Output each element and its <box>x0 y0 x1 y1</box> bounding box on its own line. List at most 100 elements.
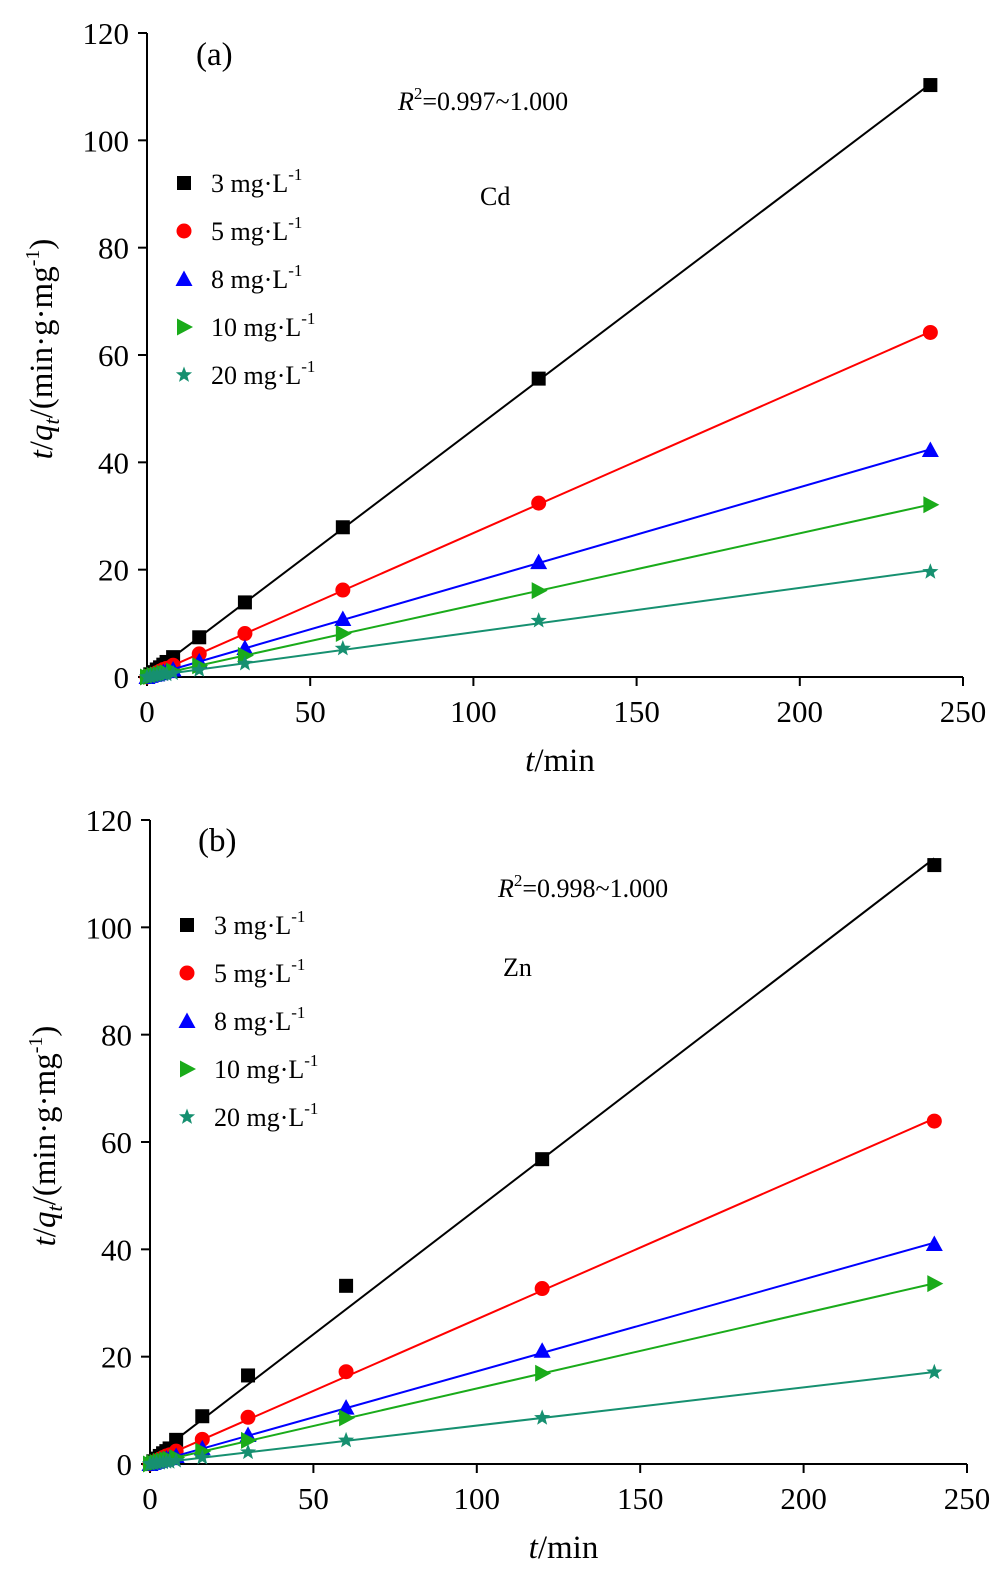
legend-marker <box>178 1108 196 1124</box>
data-point <box>236 655 253 671</box>
data-point <box>241 1431 258 1449</box>
y-tick-label: 20 <box>101 1340 132 1375</box>
data-point <box>531 582 548 600</box>
data-point <box>240 1409 256 1425</box>
legend-label: 8 mg·L-1 <box>211 261 302 294</box>
legend-marker <box>175 270 193 286</box>
data-point <box>922 563 939 579</box>
x-tick-label: 50 <box>295 694 326 729</box>
y-tick-label: 0 <box>117 1447 133 1482</box>
data-point <box>335 582 351 598</box>
data-point <box>237 626 253 642</box>
panel-label: (a) <box>196 37 233 73</box>
data-point <box>927 858 942 873</box>
legend-label: 20 mg·L-1 <box>214 1099 318 1132</box>
legend-marker <box>175 366 193 382</box>
x-tick-label: 150 <box>613 694 660 729</box>
y-tick-label: 80 <box>98 231 129 266</box>
data-point <box>530 612 547 628</box>
y-tick-label: 100 <box>83 123 130 158</box>
x-tick-label: 200 <box>777 694 824 729</box>
y-tick-label: 120 <box>86 803 133 838</box>
y-tick-label: 40 <box>98 445 129 480</box>
data-point <box>534 1281 550 1297</box>
x-tick-label: 0 <box>142 1481 158 1516</box>
legend-label: 5 mg·L-1 <box>214 955 305 988</box>
data-point <box>927 1275 944 1293</box>
legend-label: 3 mg·L-1 <box>214 907 305 940</box>
data-point <box>194 1431 210 1447</box>
data-point <box>194 1449 211 1465</box>
legend-label: 20 mg·L-1 <box>211 357 315 390</box>
x-tick-label: 150 <box>617 1481 664 1516</box>
y-tick-label: 80 <box>101 1018 132 1053</box>
y-tick-label: 120 <box>83 16 130 51</box>
data-point <box>531 495 547 511</box>
legend-label: 8 mg·L-1 <box>214 1003 305 1036</box>
data-point <box>335 520 350 535</box>
legend-marker <box>176 223 192 239</box>
y-axis-title: t/qt/(min·g·mg-1) <box>25 1026 67 1247</box>
series-4 <box>141 1363 943 1471</box>
data-point <box>338 1364 354 1380</box>
series-0 <box>143 857 942 1471</box>
x-axis-title: t/min <box>525 743 595 779</box>
legend-marker <box>179 965 195 981</box>
data-point <box>161 1453 178 1469</box>
y-tick-label: 60 <box>101 1125 132 1160</box>
data-point <box>168 1452 185 1468</box>
legend-label: 5 mg·L-1 <box>211 213 302 246</box>
data-point <box>535 1152 550 1167</box>
x-tick-label: 100 <box>454 1481 501 1516</box>
legend-marker <box>177 176 191 190</box>
y-tick-label: 20 <box>98 553 129 588</box>
data-point <box>169 1432 184 1447</box>
data-point <box>239 1443 257 1460</box>
panel-label: (b) <box>198 823 236 859</box>
data-point <box>192 630 207 645</box>
x-tick-label: 200 <box>780 1481 827 1516</box>
x-tick-label: 0 <box>139 694 155 729</box>
data-point <box>922 324 938 340</box>
legend-marker <box>177 318 193 336</box>
legend: 3 mg·L-1 5 mg·L-1 8 mg·L-1 10 mg·L-1 20 mg·L… <box>178 907 318 1132</box>
data-point <box>334 640 351 656</box>
y-tick-label: 60 <box>98 338 129 373</box>
x-tick-label: 100 <box>450 694 497 729</box>
y-axis-title: t/qt/(min·g·mg-1) <box>22 239 64 460</box>
data-point <box>195 1409 210 1424</box>
legend-label: 10 mg·L-1 <box>211 309 315 342</box>
data-point <box>339 1278 354 1293</box>
y-tick-label: 0 <box>114 660 130 695</box>
data-point <box>335 625 352 643</box>
metal-label: Zn <box>503 953 532 982</box>
x-axis-title: t/min <box>529 1530 599 1566</box>
legend-marker <box>180 1060 196 1078</box>
legend-marker <box>180 918 194 932</box>
data-point <box>925 1235 943 1251</box>
data-point <box>921 441 939 457</box>
series-2 <box>138 441 939 684</box>
data-point <box>534 1409 551 1425</box>
data-point <box>158 665 175 682</box>
r-squared-annotation: R2=0.998~1.000 <box>497 871 668 903</box>
data-point <box>237 647 254 665</box>
r-squared-annotation: R2=0.997~1.000 <box>397 84 568 116</box>
data-point <box>337 1399 355 1415</box>
x-tick-label: 250 <box>944 1481 991 1516</box>
chart-panel-b: 0 50 100 150 200 250 0 20 40 60 80 100 120 t/min t/qt/… <box>25 803 990 1566</box>
data-point <box>334 610 352 627</box>
series-2 <box>141 1235 943 1471</box>
data-point <box>338 1431 355 1448</box>
data-point <box>535 1364 552 1382</box>
data-point <box>165 664 182 681</box>
data-point <box>926 1363 943 1380</box>
data-point <box>531 371 546 386</box>
data-point <box>241 1368 256 1383</box>
metal-label: Cd <box>480 182 510 211</box>
legend: 3 mg·L-1 5 mg·L-1 8 mg·L-1 10 mg·L-1 20 mg·L… <box>175 165 315 390</box>
data-point <box>923 496 940 514</box>
data-point <box>533 1342 551 1358</box>
data-point <box>237 595 252 610</box>
